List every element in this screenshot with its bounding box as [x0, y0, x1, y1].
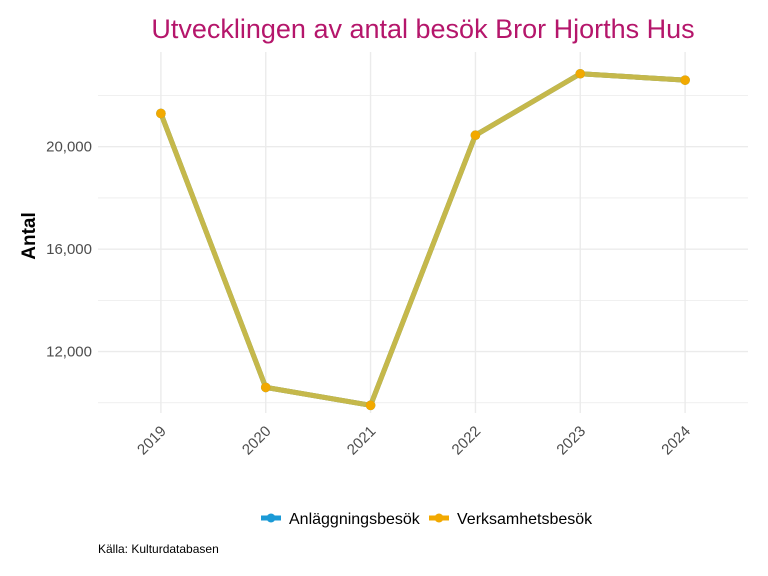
legend-item-anlaggningsbesok: Anläggningsbesök [261, 511, 421, 528]
legend: Anläggningsbesök Verksamhetsbesök [261, 511, 593, 528]
legend-label-anlaggningsbesok: Anläggningsbesök [289, 511, 421, 528]
series-lines [158, 71, 686, 408]
x-tick-label: 2022 [449, 423, 485, 459]
y-tick-labels: 12,000 16,000 20,000 [46, 139, 92, 361]
y-axis-label: Antal [19, 212, 40, 260]
legend-label-verksamhetsbesok: Verksamhetsbesök [457, 511, 593, 528]
series-line [158, 71, 686, 408]
chart-title: Utvecklingen av antal besök Bror Hjorths… [151, 14, 694, 44]
x-tick-label: 2024 [658, 423, 694, 459]
y-tick-label: 16,000 [46, 241, 92, 258]
grid-major [98, 52, 748, 413]
data-point [470, 130, 481, 141]
legend-item-verksamhetsbesok: Verksamhetsbesök [429, 511, 593, 528]
y-tick-label: 20,000 [46, 139, 92, 156]
grid-minor [98, 95, 748, 404]
x-tick-label: 2019 [134, 423, 170, 459]
series-points [156, 68, 690, 411]
source-caption: Källa: Kulturdatabasen [98, 542, 219, 556]
x-tick-label: 2021 [344, 423, 380, 459]
series-line-overlap [158, 71, 686, 408]
x-tick-labels: 2019 2020 2021 2022 2023 2024 [134, 423, 694, 459]
legend-key-point-anlaggningsbesok [266, 513, 276, 523]
x-tick-label: 2020 [239, 423, 275, 459]
data-point [365, 400, 376, 411]
data-point [260, 382, 271, 393]
data-point [680, 75, 690, 85]
x-tick-label: 2023 [553, 423, 589, 459]
legend-key-point-verksamhetsbesok [434, 513, 444, 523]
data-point [575, 68, 586, 79]
data-point [156, 108, 166, 119]
series-line [158, 71, 686, 408]
y-tick-label: 12,000 [46, 344, 92, 361]
